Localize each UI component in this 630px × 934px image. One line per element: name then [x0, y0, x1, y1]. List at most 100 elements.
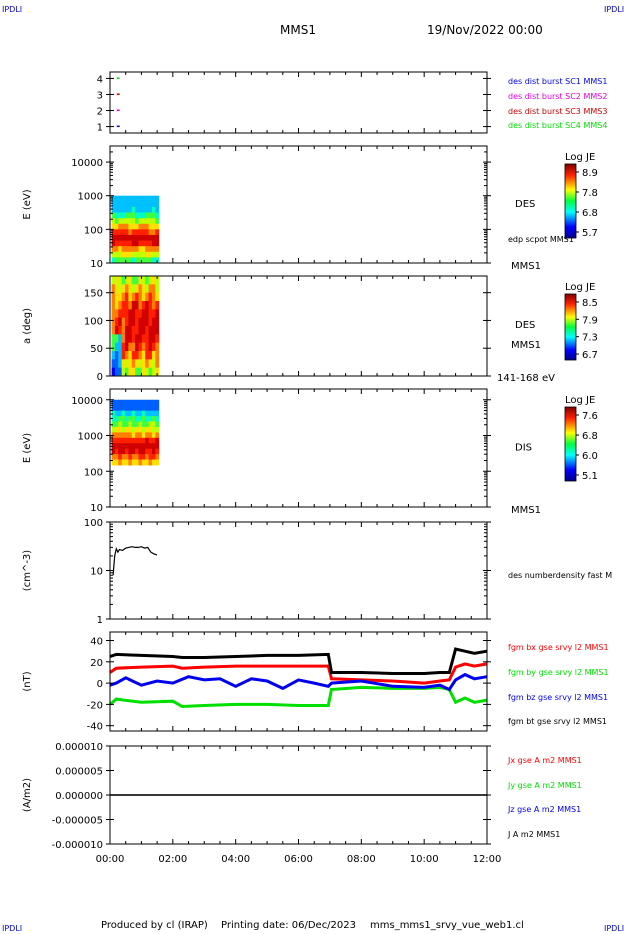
heatmap-cell: [121, 443, 126, 450]
heatmap-cell: [121, 437, 126, 444]
heatmap-cell: [151, 359, 156, 369]
heatmap-cell: [111, 421, 116, 428]
heatmap-cell: [141, 317, 146, 327]
heatmap-cell: [141, 359, 146, 369]
heatmap-cell: [135, 410, 139, 417]
heatmap-cell: [111, 342, 116, 352]
heatmap-cell: [121, 367, 126, 377]
heatmap-cell: [131, 326, 136, 335]
heatmap-cell: [118, 201, 123, 208]
spacecraft-title: MMS1: [280, 23, 316, 37]
heatmap-cell: [121, 223, 126, 230]
heatmap-cell: [155, 351, 160, 360]
heatmap-cell: [114, 195, 119, 202]
x-tick-label: 12:00: [473, 854, 502, 865]
heatmap-cell: [145, 326, 150, 335]
y-tick-label: 3: [97, 90, 103, 101]
heatmap-cell: [148, 443, 153, 450]
heatmap-cell: [131, 459, 136, 466]
heatmap-cell: [155, 317, 160, 327]
heatmap-cell: [118, 416, 123, 422]
heatmap-cell: [155, 421, 160, 428]
heatmap-cell: [114, 410, 119, 417]
legend-entry: des dist burst SC2 MMS2: [508, 92, 607, 101]
heatmap-cell: [151, 212, 156, 219]
heatmap-cell: [128, 284, 133, 294]
heatmap-cell: [131, 405, 136, 412]
heatmap-cell: [118, 399, 123, 406]
heatmap-cell: [118, 257, 123, 264]
heatmap-cell: [151, 334, 156, 344]
heatmap-cell: [125, 334, 129, 344]
heatmap-cell: [151, 443, 156, 450]
heatmap-cell: [121, 326, 126, 335]
heatmap-cell: [151, 276, 156, 285]
heatmap-cell: [141, 367, 146, 377]
heatmap-cell: [138, 240, 143, 247]
heatmap-cell: [111, 426, 116, 433]
heatmap-cell: [114, 351, 119, 360]
heatmap-cell: [121, 246, 126, 253]
colorbar-title: Log JE: [565, 282, 595, 293]
energy-range-label: 141-168 eV: [497, 373, 555, 384]
heatmap-cell: [151, 240, 156, 247]
heatmap-cell: [145, 309, 150, 319]
heatmap-cell: [145, 454, 150, 461]
heatmap-cell: [141, 443, 146, 450]
heatmap-cell: [121, 240, 126, 247]
heatmap-cell: [114, 443, 119, 450]
heatmap-cell: [111, 454, 116, 461]
heatmap-cell: [128, 195, 133, 202]
heatmap-cell: [145, 317, 150, 327]
heatmap-cell: [114, 342, 119, 352]
heatmap-cell: [148, 459, 153, 466]
heatmap-cell: [138, 367, 143, 377]
heatmap-cell: [118, 432, 123, 439]
heatmap-cell: [145, 405, 150, 412]
legend-entry: fgm bt gse srvy l2 MMS1: [508, 717, 607, 726]
heatmap-cell: [145, 421, 150, 428]
heatmap-cell: [151, 317, 156, 327]
heatmap-cell: [131, 301, 136, 310]
footer-produced: Produced by cl (IRAP): [101, 920, 208, 931]
colorbar-tick-label: 8.9: [582, 168, 598, 179]
heatmap-cell: [151, 448, 156, 455]
heatmap-cell: [121, 432, 126, 439]
heatmap-cell: [111, 459, 116, 466]
heatmap-cell: [155, 454, 160, 461]
heatmap-cell: [141, 399, 146, 406]
heatmap-cell: [111, 405, 116, 412]
heatmap-cell: [131, 201, 136, 208]
heatmap-cell: [128, 437, 133, 444]
heatmap-cell: [151, 326, 156, 335]
y-tick-label: -40: [87, 722, 103, 733]
panel-des-pitch: 0 50 100 150 a (deg) DES MMS1 141-168 eV Log JE 8…: [22, 275, 598, 384]
heatmap-cell: [131, 399, 136, 406]
heatmap-cell: [131, 246, 136, 253]
heatmap-cell: [121, 257, 126, 264]
heatmap-cell: [128, 240, 133, 247]
heatmap-cell: [155, 195, 160, 202]
heatmap-cell: [118, 459, 123, 466]
heatmap-cell: [135, 284, 139, 294]
heatmap-cell: [111, 367, 116, 377]
heatmap-cell: [114, 405, 119, 412]
heatmap-cell: [131, 317, 136, 327]
heatmap-cell: [135, 448, 139, 455]
heatmap-cell: [148, 201, 153, 208]
heatmap-cell: [131, 334, 136, 344]
heatmap-cell: [145, 276, 150, 285]
panel-bfield: -40 -20 0 20 40 (nT) fgm bx gse srvy l2 MMS1 fg…: [22, 631, 609, 733]
heatmap-cell: [138, 432, 143, 439]
heatmap-cell: [128, 317, 133, 327]
y-tick-label: 1: [97, 123, 103, 134]
heatmap-cell: [111, 234, 116, 242]
heatmap-cell: [118, 276, 123, 285]
colorbar-title: Log JE: [565, 152, 595, 163]
heatmap-cell: [125, 437, 129, 444]
heatmap-cell: [121, 334, 126, 344]
heatmap-cell: [145, 367, 150, 377]
y-tick-label: 1000: [78, 432, 103, 443]
heatmap-cell: [125, 317, 129, 327]
heatmap-cell: [138, 342, 143, 352]
